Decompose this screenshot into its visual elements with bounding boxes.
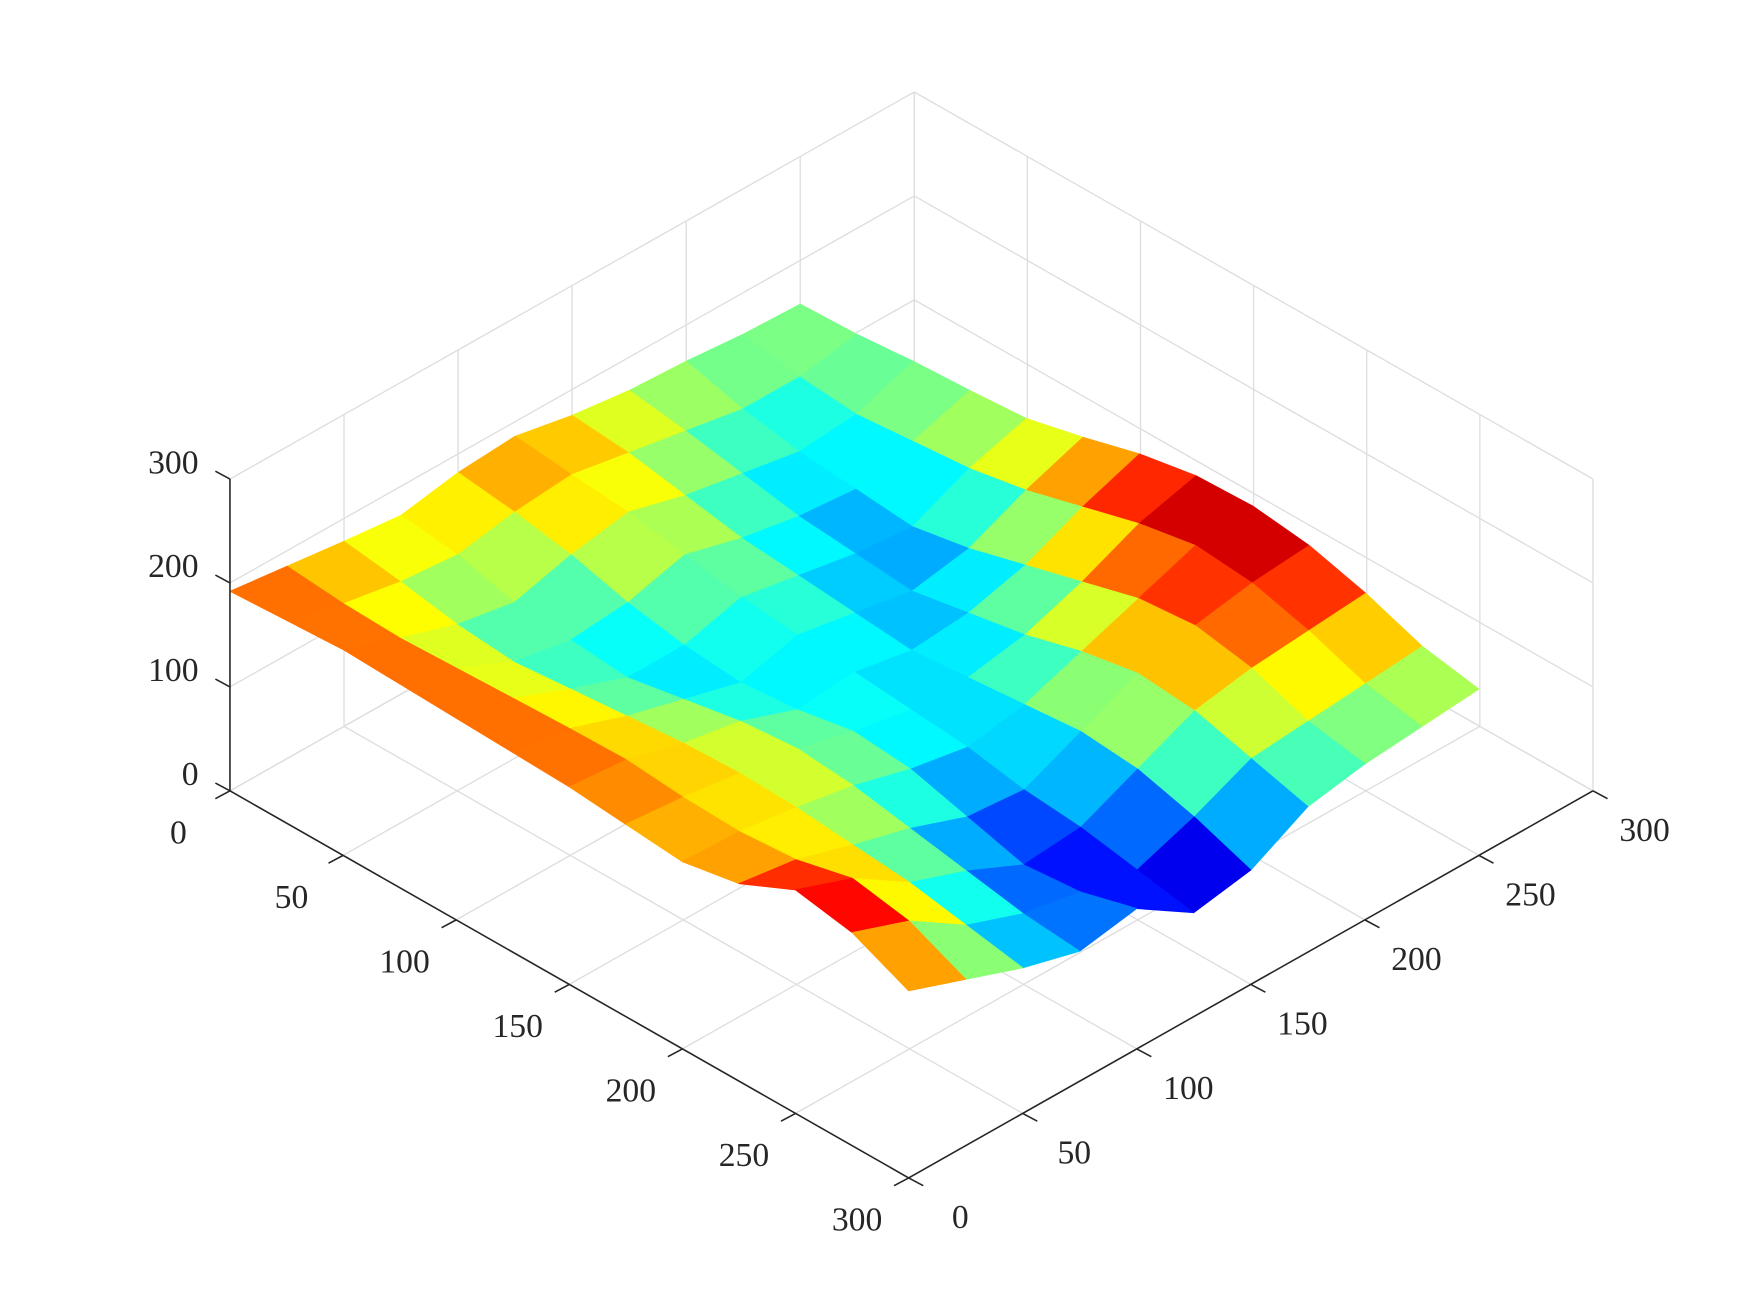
x-tick-label: 250 [719,1137,769,1174]
surface-patch [851,920,967,992]
grid-line [913,195,1594,584]
x-tick-label: 50 [275,879,309,916]
z-tick [215,782,231,792]
grid-line [913,91,1594,480]
y-tick [908,1177,924,1187]
grid-line [343,725,1024,1114]
y-tick-label: 50 [1057,1135,1091,1172]
y-tick [1592,790,1608,800]
y-tick [1250,983,1266,993]
y-tick-label: 0 [952,1199,969,1236]
plot-area: 0 50 100 150 200 250 300 0 50 100 150 200 250 300 0 100… [148,91,1670,1238]
x-tick-label: 300 [832,1201,882,1238]
x-tick [554,983,570,993]
x-tick [328,854,344,864]
x-tick [893,1177,910,1187]
grid-line [229,195,915,584]
z-tick [215,678,231,688]
z-tick-label: 0 [182,756,199,793]
y-tick [1364,919,1380,929]
x-tick-label: 0 [170,814,187,851]
y-tick-label: 100 [1163,1070,1213,1107]
z-tick-label: 300 [148,444,198,481]
x-tick [215,790,231,800]
x-tick [667,1048,683,1058]
y-tick [1478,854,1494,864]
y-tick-label: 150 [1277,1006,1327,1043]
grid-line [913,299,1594,688]
x-tick-label: 100 [379,943,429,980]
x-tick [780,1112,796,1122]
y-tick [1136,1048,1152,1058]
x-tick-label: 150 [492,1008,542,1045]
grid-line [229,91,915,480]
y-tick-label: 250 [1505,877,1555,914]
z-tick [215,574,231,584]
y-tick-label: 200 [1391,941,1441,978]
z-tick-label: 100 [148,652,198,689]
x-tick [441,919,457,929]
z-tick-label: 200 [148,548,198,585]
y-tick [1022,1112,1038,1122]
y-tick-label: 300 [1619,812,1669,849]
z-tick [215,470,231,480]
x-tick-label: 200 [606,1072,656,1109]
